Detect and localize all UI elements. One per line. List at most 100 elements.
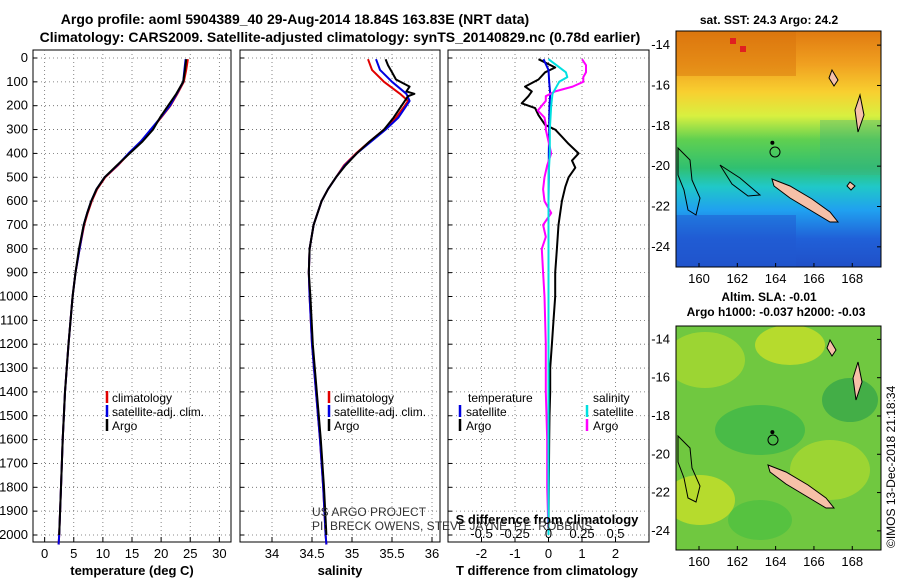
depth-tick-label: 1700 [0, 455, 28, 470]
legend-temperature-heading: temperature [468, 391, 533, 405]
credit-pi: PI: BRECK OWENS, STEVE JAYNE, P.E. ROBBI… [312, 519, 592, 533]
depth-axis: 0 100 200 300 400 500 600 700 800 900 1000 1100 1200… [0, 50, 28, 542]
sst-warm-patch [676, 31, 796, 76]
depth-tick-label: 700 [6, 217, 28, 232]
map-lat-label: -20 [651, 446, 670, 461]
s-diff-tick-label: 0 [545, 526, 552, 541]
series-line-argo [307, 58, 416, 536]
sla-blob [715, 405, 805, 455]
x-tick-label: -2 [476, 546, 488, 561]
depth-tick-label: 1300 [0, 360, 28, 375]
map-lon-label: 168 [841, 271, 863, 286]
x-tick-label: 34.5 [299, 546, 324, 561]
s-diff-tick-label: -0.5 [470, 526, 492, 541]
temperature-legend: climatology satellite-adj. clim. Argo [105, 391, 204, 433]
depth-tick-label: 1500 [0, 408, 28, 423]
credit-project: US ARGO PROJECT [312, 505, 427, 519]
map-lat-label: -14 [651, 331, 670, 346]
x-tick-label: 36 [425, 546, 439, 561]
sla-map-title-line1: Altim. SLA: -0.01 [721, 290, 817, 304]
depth-tick-label: 0 [21, 50, 28, 65]
legend-satellite-adj: satellite-adj. clim. [334, 405, 426, 419]
map-lon-label: 160 [688, 271, 710, 286]
salinity-axis-label: salinity [318, 563, 364, 578]
x-tick-label: 1 [578, 546, 585, 561]
legend-s-satellite: satellite [593, 405, 634, 419]
legend-climatology: climatology [112, 391, 172, 405]
legend-t-argo: Argo [466, 419, 492, 433]
depth-tick-label: 1000 [0, 289, 28, 304]
sst-map-title: sat. SST: 24.3 Argo: 24.2 [700, 13, 839, 27]
depth-tick-label: 400 [6, 145, 28, 160]
sla-map [676, 326, 881, 550]
x-tick-label: 30 [212, 546, 226, 561]
new-caledonia-island [771, 178, 840, 223]
x-tick-label: 5 [70, 546, 77, 561]
map-lat-label: -24 [651, 523, 670, 538]
map-lat-label: -18 [651, 408, 670, 423]
map-lon-label: 160 [688, 554, 710, 569]
depth-tick-label: 1600 [0, 432, 28, 447]
x-tick-label: 34 [265, 546, 279, 561]
sst-map [676, 31, 881, 267]
s-diff-tick-label: 0.5 [606, 526, 624, 541]
temperature-series [57, 59, 189, 545]
depth-tick-label: 1900 [0, 503, 28, 518]
difference-series [520, 58, 587, 536]
sst-hot-pixel [740, 46, 746, 52]
temperature-axis-label: temperature (deg C) [70, 563, 194, 578]
argo-float-marker [770, 140, 775, 145]
depth-tick-label: 1400 [0, 384, 28, 399]
map-lat-label: -22 [651, 485, 670, 500]
map-lon-label: 162 [726, 554, 748, 569]
depth-tick-label: 100 [6, 74, 28, 89]
figure-title-line1: Argo profile: aoml 5904389_40 29-Aug-201… [61, 11, 529, 27]
map-lon-label: 164 [765, 554, 787, 569]
reef-contour [677, 146, 701, 216]
x-tick-label: 2 [612, 546, 619, 561]
x-tick-label: -1 [509, 546, 521, 561]
map-lat-label: -16 [651, 77, 670, 92]
map-lon-label: 166 [803, 554, 825, 569]
depth-tick-label: 2000 [0, 527, 28, 542]
depth-tick-label: 900 [6, 265, 28, 280]
x-tick-label: 35.5 [379, 546, 404, 561]
sla-blob [676, 475, 735, 525]
legend-argo: Argo [112, 419, 138, 433]
salinity-legend: climatology satellite-adj. clim. Argo [327, 391, 426, 433]
sst-cool-patch [676, 215, 796, 267]
depth-tick-label: 500 [6, 169, 28, 184]
vanuatu-island [852, 361, 863, 401]
legend-salinity-heading: salinity [593, 391, 630, 405]
map-lon-label: 166 [803, 271, 825, 286]
map-lat-label: -22 [651, 198, 670, 213]
reef-contour [677, 434, 701, 503]
argo-float-marker [770, 430, 775, 435]
sst-map-ticks: 160 162 164 166 168 -14 -16 -18 -20 -22 -24 [651, 37, 881, 286]
legend-argo: Argo [334, 419, 360, 433]
depth-tick-label: 1800 [0, 479, 28, 494]
imos-timestamp: ©IMOS 13-Dec-2018 21:18:34 [884, 385, 898, 548]
sla-map-title-line2: Argo h1000: -0.037 h2000: -0.03 [687, 305, 866, 319]
map-lat-label: -20 [651, 158, 670, 173]
temperature-panel [32, 49, 232, 543]
sla-map-frame [675, 325, 882, 551]
depth-tick-label: 800 [6, 241, 28, 256]
figure-title-line2: Climatology: CARS2009. Satellite-adjuste… [40, 29, 641, 45]
map-lat-label: -18 [651, 118, 670, 133]
series-line-argo [58, 59, 188, 536]
legend-climatology: climatology [334, 391, 394, 405]
map-lon-label: 162 [726, 271, 748, 286]
x-tick-label: 15 [125, 546, 139, 561]
x-tick-label: 0 [41, 546, 48, 561]
sla-blob [728, 500, 792, 540]
s-difference-axis-label: S difference from climatology [456, 512, 640, 527]
reef-contour [767, 434, 779, 446]
legend-satellite-adj: satellite-adj. clim. [112, 405, 204, 419]
sla-blob [822, 378, 878, 422]
sst-mixed-patch [820, 120, 881, 175]
sst-hot-pixel [730, 38, 736, 44]
difference-legend: temperature satellite Argo salinity sate… [458, 391, 634, 433]
series-line-temperature-argo [520, 58, 580, 536]
map-lon-label: 168 [841, 554, 863, 569]
